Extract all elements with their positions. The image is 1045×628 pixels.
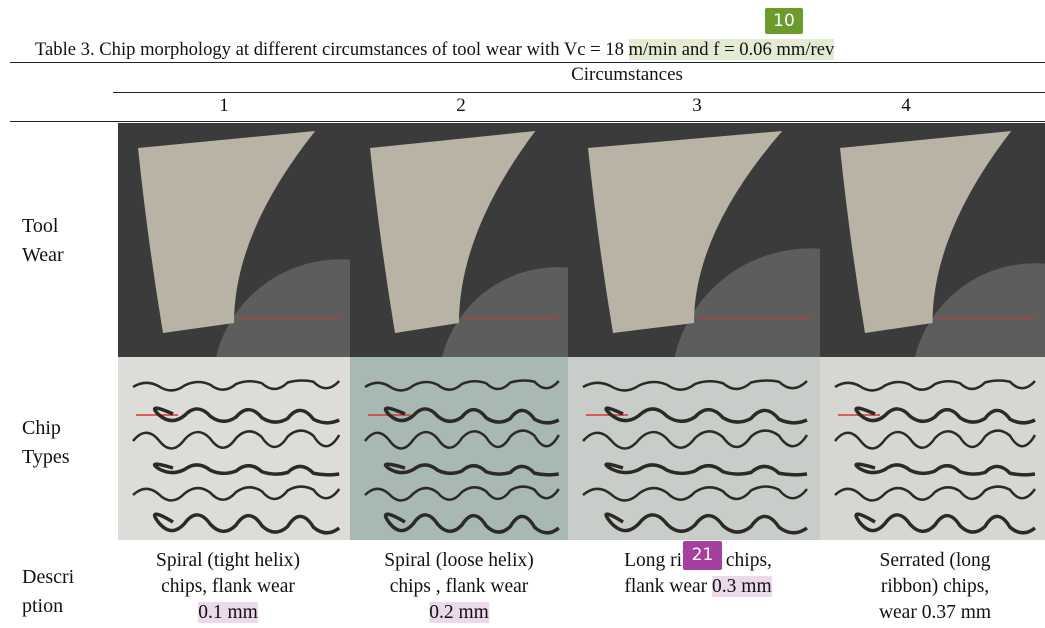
tool-insert [370, 131, 536, 333]
caption: Table 3. Chip morphology at different ci… [35, 39, 835, 61]
tool-insert [840, 131, 1012, 333]
description-line: Spiral (loose helix) [384, 550, 534, 571]
tool-insert [138, 131, 316, 333]
chip [383, 512, 560, 535]
caption-highlight: m/min and f = 0.06 mm/rev [628, 39, 835, 60]
description-line: ribbon) chips, [880, 576, 990, 597]
row-header: Tool Wear [22, 212, 64, 270]
chip [152, 406, 340, 425]
wear-highlight: 0.1 mm [198, 602, 258, 623]
caption-lead: Table 3. Chip morphology at different ci… [35, 39, 624, 60]
row-header-line: ption [22, 595, 64, 617]
chip [383, 462, 560, 477]
description-line: chips , flank wear [389, 576, 529, 597]
header-rule [113, 92, 1045, 93]
body-rule [10, 121, 1045, 122]
row-header-line: Chip [22, 417, 61, 439]
chip [854, 462, 1036, 477]
description: Spiral (tight helix) chips, flank wear 0.1… [156, 548, 300, 626]
wear-highlight: 0.3 mm [712, 576, 772, 597]
row-header-line: Tool [22, 215, 59, 237]
row-header-line: Types [22, 446, 70, 468]
chip [604, 512, 809, 535]
chip [364, 379, 560, 392]
column-header: 1 [219, 95, 229, 116]
chip [834, 485, 1037, 502]
chip [854, 406, 1036, 425]
chip [152, 512, 341, 535]
column-header: 3 [692, 95, 702, 116]
chip [364, 485, 560, 502]
description-line: chips, flank wear [161, 576, 295, 597]
chip [132, 485, 341, 502]
chip [582, 485, 808, 502]
chip [604, 462, 808, 477]
chip [364, 429, 560, 450]
tool-insert [588, 131, 783, 333]
chip [132, 379, 341, 392]
column-header: 2 [456, 95, 466, 116]
chip [152, 462, 340, 477]
chip [604, 406, 808, 425]
row-header-line: Descri [22, 566, 75, 588]
description-line: Serrated (long [879, 550, 991, 571]
chip [383, 406, 560, 425]
chip [854, 512, 1037, 535]
group-header: Circumstances [571, 64, 683, 85]
description-line: Spiral (tight helix) [155, 550, 301, 571]
wear-highlight: 0.2 mm [429, 602, 489, 623]
annotation-badge: 10 [765, 8, 803, 34]
chip-image [118, 357, 350, 540]
chip [582, 379, 808, 392]
chip [582, 429, 809, 450]
description-line: wear 0.37 mm [878, 602, 992, 623]
annotation-badge: 21 [683, 541, 722, 570]
description: Serrated (long ribbon) chips, wear 0.37 mm [879, 548, 991, 626]
row-header: Descri ption [22, 563, 74, 621]
row-header: Chip Types [22, 414, 69, 472]
chip [132, 429, 341, 450]
chip [834, 429, 1037, 450]
description-line: flank wear [624, 576, 708, 597]
top-rule [10, 62, 1045, 63]
chip-image [568, 357, 820, 540]
column-header: 4 [901, 95, 911, 116]
row-header-line: Wear [22, 244, 64, 266]
chip [834, 379, 1036, 392]
description: Spiral (loose helix) chips , flank wear 0.… [384, 548, 534, 626]
